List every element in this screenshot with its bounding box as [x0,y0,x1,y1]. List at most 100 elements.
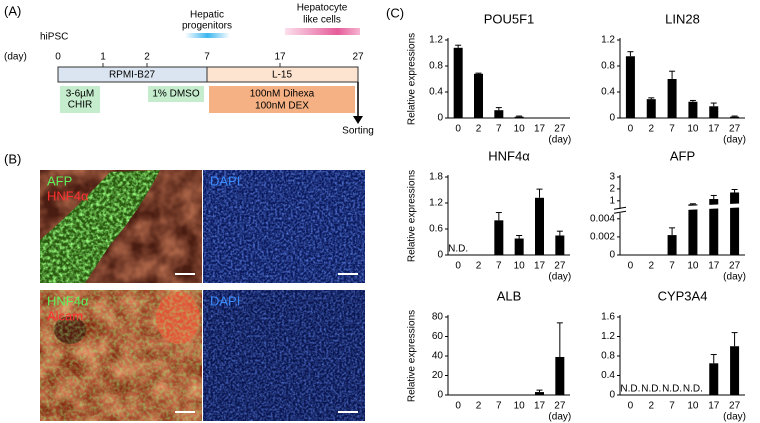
x-tick-label: 2 [476,124,482,135]
treatment: 1% DMSO [152,89,199,100]
end-label: Sorting [342,126,374,137]
x-tick-label: 0 [628,401,634,412]
bar [494,110,504,118]
bar [494,220,504,255]
axis-break-mark [613,210,627,214]
x-tick-label: 17 [708,401,720,412]
y-tick-label: 1.2 [429,35,443,46]
panel-label: (A) [4,3,21,18]
y-tick-label: 1.8 [429,172,443,183]
day-label: (day) [4,52,27,63]
y-tick-label: 20 [432,370,444,381]
value-label: N.D. [641,384,661,395]
y-tick-label: 0.6 [429,224,443,235]
arrow-head [353,116,363,124]
y-axis-label: Relative expressions [407,310,418,402]
x-tick-label: 0 [628,261,634,272]
y-tick-label: 0 [437,113,443,124]
day: 17 [274,52,286,63]
panel-label: (B) [4,151,21,166]
y-tick-label: 2 [609,184,615,195]
bar [474,73,483,118]
chart-title: AFP [670,148,695,163]
value-label: N.D. [448,244,468,255]
day: 27 [352,52,364,63]
stage-bar [185,33,230,38]
bar [453,47,463,118]
stain-label: AFP [47,173,72,188]
treatment-box [209,86,355,113]
bar [688,101,698,118]
y-tick-label: 1.2 [601,35,615,46]
y-axis-label: Relative expressions [407,170,418,262]
y-tick-label: 0.8 [601,351,615,362]
bar [667,79,677,118]
y-tick-label: 1.2 [429,198,443,209]
medium: RPMI-B27 [109,70,156,81]
x-tick-label: 10 [514,261,526,272]
bar [709,363,719,395]
x-tick-label: 0 [628,124,634,135]
y-tick-label: 0.4 [429,87,443,98]
bar [667,235,677,255]
micrograph [40,170,202,283]
chart-title: ALB [497,288,522,303]
x-axis-label: (day) [723,412,746,423]
treatment: CHIR [68,100,92,111]
bar [730,192,740,255]
bar [646,99,656,118]
x-tick-label: 27 [554,124,566,135]
y-tick-label: 0 [609,113,615,124]
scale-bars [175,273,358,413]
x-tick-label: 2 [648,261,654,272]
stage: Hepatocyte [297,3,348,14]
day: 0 [55,52,61,63]
start-label: hiPSC [40,32,68,43]
x-tick-label: 10 [687,401,699,412]
x-tick-label: 10 [687,124,699,135]
x-tick-label: 10 [514,401,526,412]
stain-label: HNF4α [47,188,89,203]
x-tick-label: 27 [729,124,741,135]
x-tick-label: 17 [708,124,720,135]
bar [555,235,565,255]
panel-label: (C) [386,5,404,20]
y-tick-label: 0 [437,250,443,261]
day: 1 [100,52,106,63]
day: 2 [144,52,150,63]
x-tick-label: 10 [687,261,699,272]
x-tick-label: 27 [729,401,741,412]
bar [625,56,635,118]
x-tick-label: 7 [496,124,502,135]
x-axis-label: (day) [548,135,571,146]
x-axis-label: (day) [548,412,571,423]
x-tick-label: 2 [476,401,482,412]
y-tick-label: 0.004 [590,213,615,224]
x-tick-label: 7 [669,261,675,272]
x-tick-label: 7 [496,261,502,272]
bar [730,346,740,395]
stain-label: Alcam [47,308,83,323]
value-label: N.D. [620,384,640,395]
bar [555,356,565,395]
value-label: N.D. [683,384,703,395]
x-axis-label: (day) [723,135,746,146]
y-tick-label: 3 [609,172,615,183]
axis-break-mark [613,206,627,210]
x-axis-label: (day) [548,272,571,283]
axis-break [614,203,745,214]
stage-bar [285,28,360,35]
x-tick-label: 0 [455,124,461,135]
bar [709,106,719,118]
chart-title: LIN28 [665,11,700,26]
x-tick-label: 17 [534,261,546,272]
timeline: hiPSC (day) 0 1 2 7 17 27 RPMI-B27 L-15 … [4,3,374,137]
x-tick-label: 7 [669,124,675,135]
y-tick-label: 0.4 [601,87,615,98]
x-tick-label: 2 [476,261,482,272]
bar [730,116,740,118]
y-tick-label: 80 [432,312,444,323]
day-ticks [102,63,281,67]
